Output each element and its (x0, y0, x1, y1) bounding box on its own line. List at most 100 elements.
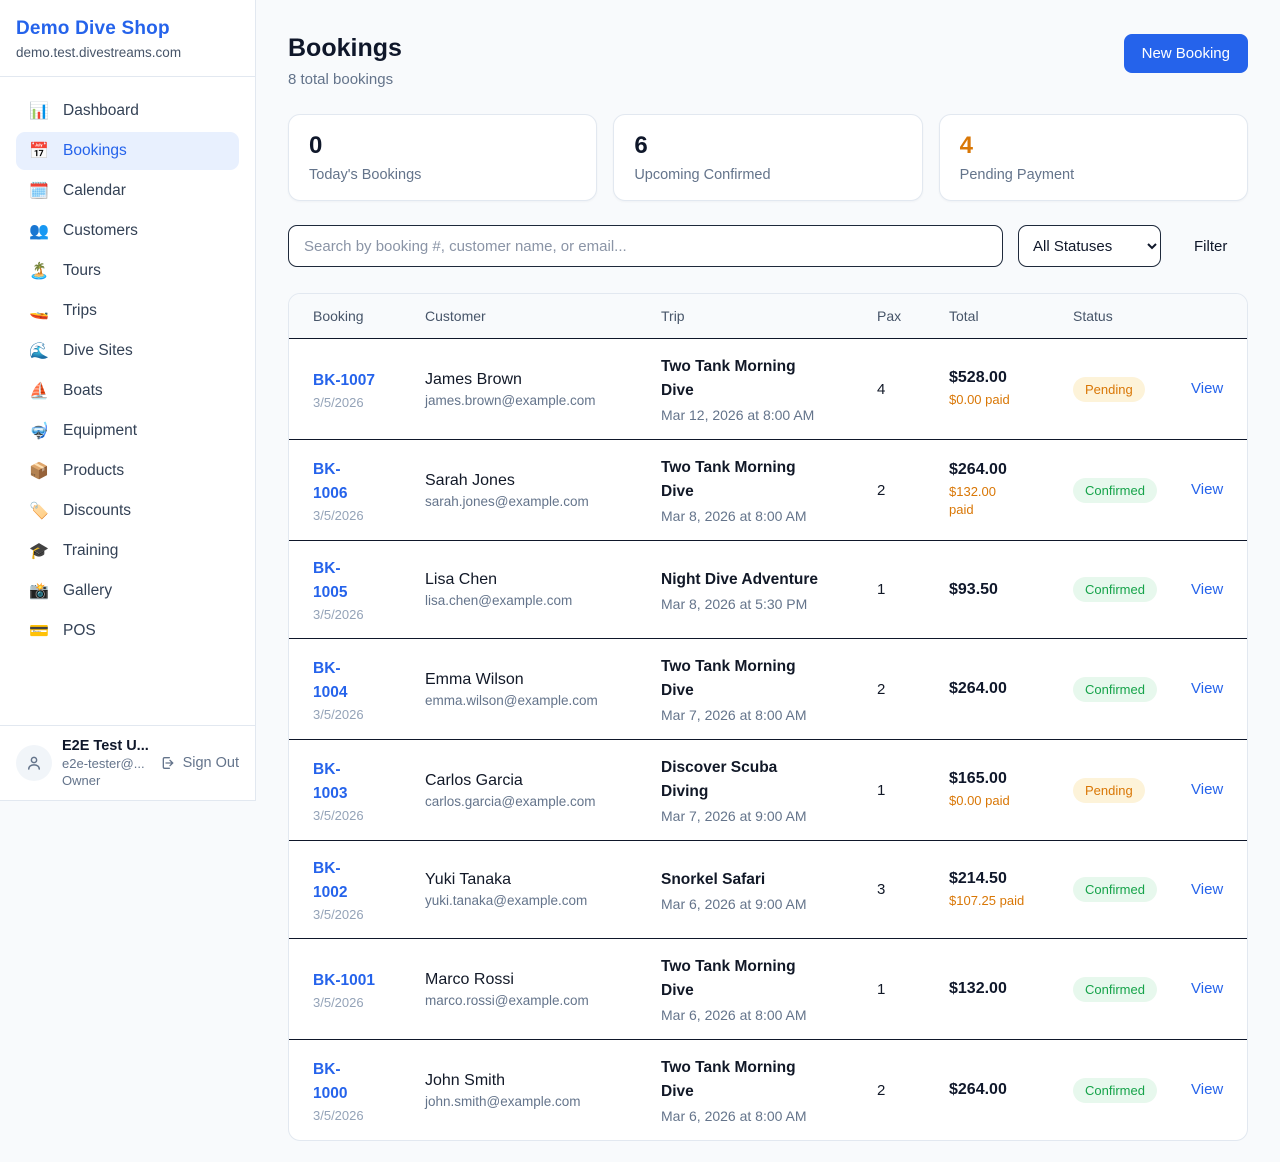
sidebar-item-label: Dive Sites (63, 342, 133, 359)
customer-email: james.brown@example.com (425, 392, 596, 408)
customer-email: yuki.tanaka@example.com (425, 893, 588, 908)
sidebar-item-discounts[interactable]: 🏷️ Discounts (16, 492, 239, 530)
trip-datetime: Mar 8, 2026 at 5:30 PM (661, 595, 808, 612)
view-link[interactable]: View (1191, 380, 1224, 397)
booking-id-link[interactable]: BK-1007 (313, 371, 376, 389)
sidebar-item-bookings[interactable]: 📅 Bookings (16, 132, 239, 170)
main-content: Bookings 8 total bookings New Booking 0 … (256, 0, 1280, 1162)
view-link[interactable]: View (1191, 781, 1224, 798)
sidebar-item-trips[interactable]: 🚤 Trips (16, 292, 239, 330)
status-badge: Pending (1073, 376, 1145, 402)
booking-id-link[interactable]: BK- 1004 (313, 659, 348, 701)
sidebar-item-customers[interactable]: 👥 Customers (16, 212, 239, 250)
customer-email: emma.wilson@example.com (425, 692, 598, 708)
booking-date: 3/5/2026 (313, 907, 364, 922)
trip-datetime: Mar 6, 2026 at 8:00 AM (661, 1108, 807, 1124)
stats-row: 0 Today's Bookings 6 Upcoming Confirmed … (288, 114, 1248, 201)
sidebar-item-label: Dashboard (63, 102, 139, 119)
brand-block: Demo Dive Shop demo.test.divestreams.com (0, 0, 255, 77)
new-booking-button[interactable]: New Booking (1123, 34, 1248, 73)
sidebar-item-gallery[interactable]: 📸 Gallery (16, 572, 239, 610)
stat-label: Today's Bookings (309, 167, 422, 183)
stat-label: Pending Payment (959, 167, 1075, 183)
column-header: Pax (877, 294, 949, 339)
table-row: BK- 1006 3/5/2026 Sarah Jones sarah.jone… (289, 439, 1247, 541)
column-header: Status (1073, 294, 1191, 339)
total-amount: $93.50 (949, 580, 998, 598)
status-badge: Confirmed (1073, 676, 1157, 702)
paid-amount: $132.00 paid (949, 484, 996, 517)
sidebar-item-label: Calendar (63, 182, 126, 199)
trip-name: Two Tank Morning Dive (661, 1059, 796, 1100)
sidebar: Demo Dive Shop demo.test.divestreams.com… (0, 0, 256, 801)
shop-name: Demo Dive Shop (16, 18, 170, 39)
trip-datetime: Mar 7, 2026 at 9:00 AM (661, 808, 807, 824)
booking-date: 3/5/2026 (313, 394, 364, 410)
booking-date: 3/5/2026 (313, 607, 364, 622)
sidebar-item-equipment[interactable]: 🤿 Equipment (16, 412, 239, 450)
column-header (1191, 294, 1247, 339)
sidebar-item-label: Equipment (63, 422, 138, 439)
page-title: Bookings (288, 34, 402, 62)
sidebar-item-label: Products (63, 462, 125, 479)
total-amount: $214.50 (949, 869, 1007, 887)
sidebar-item-calendar[interactable]: 🗓️ Calendar (16, 172, 239, 210)
customer-name: Marco Rossi (425, 970, 514, 988)
status-select[interactable]: All Statuses (1018, 225, 1161, 267)
pax-count: 1 (877, 540, 949, 639)
sidebar-item-tours[interactable]: 🏝️ Tours (16, 252, 239, 290)
table-row: BK- 1003 3/5/2026 Carlos Garcia carlos.g… (289, 739, 1247, 841)
sailboat-icon: ⛵ (29, 383, 49, 400)
sidebar-item-dive-sites[interactable]: 🌊 Dive Sites (16, 332, 239, 370)
pax-count: 2 (877, 638, 949, 740)
view-link[interactable]: View (1191, 980, 1224, 997)
filter-button[interactable]: Filter (1194, 237, 1228, 255)
trip-name: Two Tank Morning Dive (661, 459, 796, 500)
sidebar-item-pos[interactable]: 💳 POS (16, 612, 239, 650)
booking-id-link[interactable]: BK- 1005 (313, 560, 348, 601)
customer-email: marco.rossi@example.com (425, 992, 589, 1008)
table-row: BK-1007 3/5/2026 James Brown james.brown… (289, 339, 1247, 440)
table-row: BK- 1004 3/5/2026 Emma Wilson emma.wilso… (289, 638, 1247, 740)
view-link[interactable]: View (1191, 1081, 1224, 1098)
view-link[interactable]: View (1191, 580, 1224, 598)
booking-id-link[interactable]: BK- 1002 (313, 860, 348, 901)
search-input[interactable] (288, 225, 1003, 267)
user-email: e2e-tester@... (62, 756, 145, 771)
trip-name: Snorkel Safari (661, 870, 766, 888)
stat-value: 0 (309, 132, 323, 159)
booking-id-link[interactable]: BK- 1006 (313, 460, 348, 502)
view-link[interactable]: View (1191, 680, 1224, 697)
sidebar-item-boats[interactable]: ⛵ Boats (16, 372, 239, 410)
customer-name: Carlos Garcia (425, 771, 523, 789)
pax-count: 2 (877, 1039, 949, 1140)
user-info: E2E Test U... e2e-tester@... Owner (62, 738, 150, 788)
view-link[interactable]: View (1191, 880, 1224, 898)
sidebar-item-products[interactable]: 📦 Products (16, 452, 239, 490)
view-link[interactable]: View (1191, 481, 1224, 498)
wave-icon: 🌊 (29, 343, 49, 360)
customer-email: lisa.chen@example.com (425, 593, 573, 608)
spiral-calendar-icon: 🗓️ (29, 183, 49, 200)
booking-id-link[interactable]: BK- 1000 (313, 1060, 348, 1102)
stat-value: 6 (634, 132, 648, 159)
calendar-icon: 📅 (29, 143, 49, 160)
booking-date: 3/5/2026 (313, 507, 364, 523)
trip-datetime: Mar 7, 2026 at 8:00 AM (661, 707, 807, 723)
status-badge: Confirmed (1073, 976, 1157, 1002)
person-icon (28, 756, 40, 770)
tag-icon: 🏷️ (29, 503, 49, 520)
stat-card: 4 Pending Payment (938, 114, 1248, 201)
sidebar-item-training[interactable]: 🎓 Training (16, 532, 239, 570)
booking-date: 3/5/2026 (313, 807, 364, 823)
sidebar-item-dashboard[interactable]: 📊 Dashboard (16, 92, 239, 130)
bar-chart-icon: 📊 (29, 103, 49, 120)
trip-name: Night Dive Adventure (661, 570, 819, 588)
customer-name: Yuki Tanaka (425, 871, 511, 888)
booking-id-link[interactable]: BK- 1003 (313, 760, 348, 802)
booking-id-link[interactable]: BK-1001 (313, 971, 376, 989)
trip-datetime: Mar 8, 2026 at 8:00 AM (661, 508, 807, 524)
sign-out-button[interactable]: Sign Out (160, 755, 239, 771)
people-icon: 👥 (29, 223, 49, 240)
table-row: BK-1001 3/5/2026 Marco Rossi marco.rossi… (289, 938, 1247, 1040)
